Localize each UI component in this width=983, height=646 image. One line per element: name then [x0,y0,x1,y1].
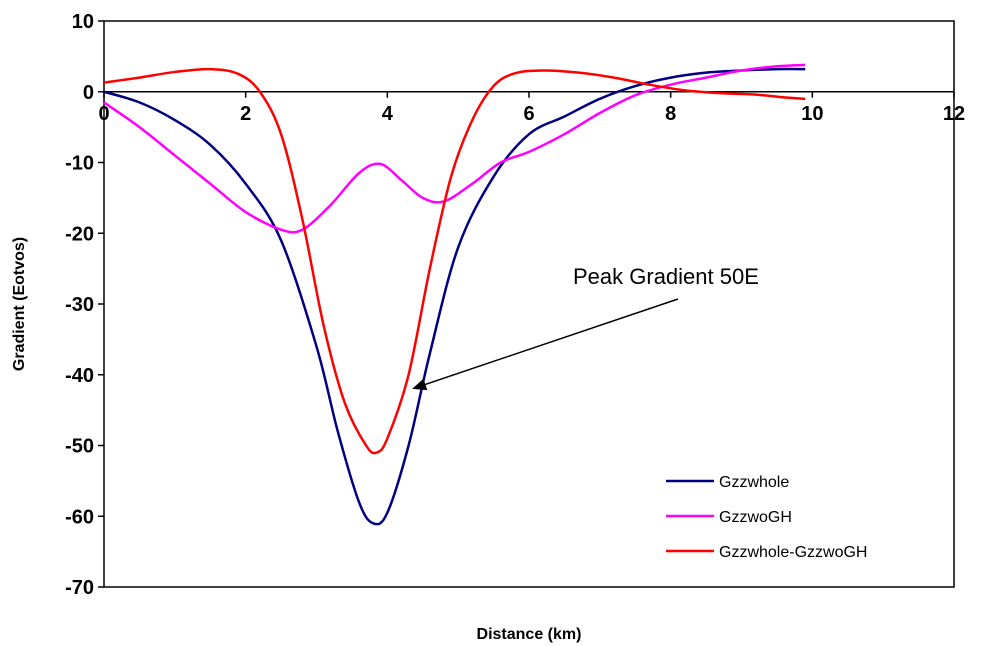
series-line-2 [103,63,806,234]
y-tick-label: -60 [65,506,94,528]
y-axis-ticks: 10 0 -10 -20 -30 -40 -50 -60 -70 [65,11,104,599]
legend: Gzzwhole GzzwoGH Gzzwhole-GzzwoGH [666,474,867,561]
y-tick-label: -10 [65,153,94,175]
x-tick-label: 10 [801,103,823,125]
x-tick-label: 4 [382,103,394,125]
y-tick-label: -40 [65,365,94,387]
x-tick-label: 12 [943,103,965,125]
x-axis-ticks: 0 2 4 6 8 10 12 [98,91,965,125]
annotation-arrowhead [412,378,428,391]
annotation: Peak Gradient 50E [412,264,759,391]
legend-label: Gzzwhole [719,474,789,491]
series-lines [103,63,806,526]
y-tick-label: -70 [65,577,94,599]
plot-area [103,20,955,588]
legend-label: GzzwoGH [719,509,792,526]
series-line-3 [103,67,806,455]
y-tick-label: -50 [65,436,94,458]
y-axis-title: Gradient (Eotvos) [11,237,28,371]
x-tick-label: 6 [523,103,534,125]
annotation-arrow [425,298,679,386]
x-tick-label: 0 [98,103,109,125]
y-tick-label: -30 [65,294,94,316]
x-axis-title: Distance (km) [477,626,582,643]
series-line-1 [103,67,806,526]
annotation-text: Peak Gradient 50E [573,264,759,289]
x-tick-label: 2 [240,103,251,125]
x-tick-label: 8 [665,103,676,125]
y-tick-label: 0 [83,82,94,104]
legend-label: Gzzwhole-GzzwoGH [719,544,867,561]
y-tick-label: -20 [65,223,94,245]
y-tick-label: 10 [72,11,94,33]
